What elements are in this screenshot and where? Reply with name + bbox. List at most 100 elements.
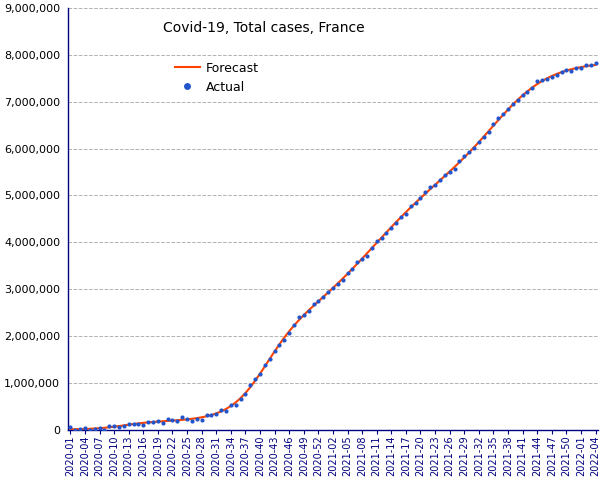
Actual [401, 210, 411, 217]
Actual [313, 297, 323, 305]
Actual [309, 300, 318, 307]
Actual [226, 402, 236, 409]
Actual [362, 252, 372, 259]
Actual [182, 416, 192, 423]
Text: Covid-19, Total cases, France: Covid-19, Total cases, France [163, 21, 365, 35]
Actual [289, 321, 299, 329]
Actual [201, 411, 211, 419]
Actual [411, 199, 420, 207]
Legend: Forecast, Actual: Forecast, Actual [169, 57, 264, 99]
Forecast [354, 261, 361, 266]
Actual [576, 64, 586, 72]
Actual [85, 426, 94, 433]
Actual [216, 407, 226, 414]
Actual [318, 293, 328, 300]
Actual [454, 157, 464, 165]
Actual [328, 284, 338, 292]
Actual [110, 422, 119, 430]
Actual [280, 336, 289, 343]
Actual [513, 96, 523, 104]
Actual [494, 115, 503, 122]
Actual [358, 255, 367, 263]
Actual [153, 418, 163, 425]
Actual [353, 258, 362, 266]
Actual [528, 84, 537, 91]
Actual [100, 426, 110, 433]
Actual [590, 59, 600, 67]
Actual [523, 88, 532, 96]
Actual [552, 71, 561, 79]
Forecast [412, 200, 419, 205]
Actual [474, 138, 483, 146]
Actual [304, 307, 313, 315]
Actual [367, 244, 377, 252]
Actual [119, 422, 129, 430]
Actual [197, 416, 206, 424]
Actual [75, 425, 85, 433]
Actual [70, 426, 80, 433]
Actual [65, 423, 75, 431]
Actual [499, 110, 508, 118]
Actual [231, 401, 241, 408]
Actual [236, 395, 246, 403]
Actual [440, 171, 450, 179]
Actual [172, 417, 182, 424]
Actual [566, 67, 576, 75]
Actual [255, 370, 265, 378]
Actual [377, 234, 387, 242]
Forecast [348, 266, 356, 272]
Actual [581, 61, 590, 69]
Actual [561, 66, 571, 74]
Actual [294, 313, 304, 321]
Actual [387, 225, 396, 232]
Actual [435, 176, 445, 184]
Actual [323, 288, 333, 296]
Actual [158, 419, 168, 427]
Actual [134, 420, 143, 428]
Actual [450, 165, 459, 173]
Actual [221, 407, 231, 415]
Actual [382, 229, 391, 237]
Actual [163, 415, 172, 423]
Actual [299, 311, 309, 319]
Actual [342, 269, 352, 277]
Actual [265, 355, 275, 363]
Actual [406, 202, 416, 209]
Actual [372, 237, 382, 245]
Forecast [212, 410, 220, 416]
Actual [391, 219, 401, 227]
Actual [542, 75, 552, 83]
Actual [489, 120, 499, 128]
Forecast [67, 426, 74, 432]
Actual [284, 329, 294, 337]
Actual [148, 418, 158, 426]
Actual [139, 420, 148, 428]
Actual [503, 105, 513, 113]
Actual [211, 410, 221, 418]
Actual [143, 418, 153, 426]
Actual [464, 148, 474, 156]
Actual [532, 78, 542, 85]
Actual [459, 153, 469, 160]
Actual [518, 92, 528, 99]
Actual [275, 341, 284, 349]
Actual [338, 276, 347, 284]
Actual [333, 280, 342, 288]
Actual [129, 420, 139, 428]
Actual [557, 68, 566, 75]
Actual [420, 188, 430, 196]
Actual [416, 194, 425, 202]
Actual [445, 168, 454, 176]
Actual [270, 347, 280, 355]
Actual [124, 420, 134, 428]
Line: Forecast: Forecast [70, 65, 595, 429]
Actual [187, 417, 197, 424]
Forecast [242, 390, 249, 396]
Forecast [106, 424, 113, 430]
Actual [547, 72, 557, 80]
Actual [95, 424, 105, 432]
Actual [114, 423, 124, 431]
Actual [80, 425, 90, 432]
Actual [537, 76, 547, 84]
Actual [347, 265, 357, 273]
